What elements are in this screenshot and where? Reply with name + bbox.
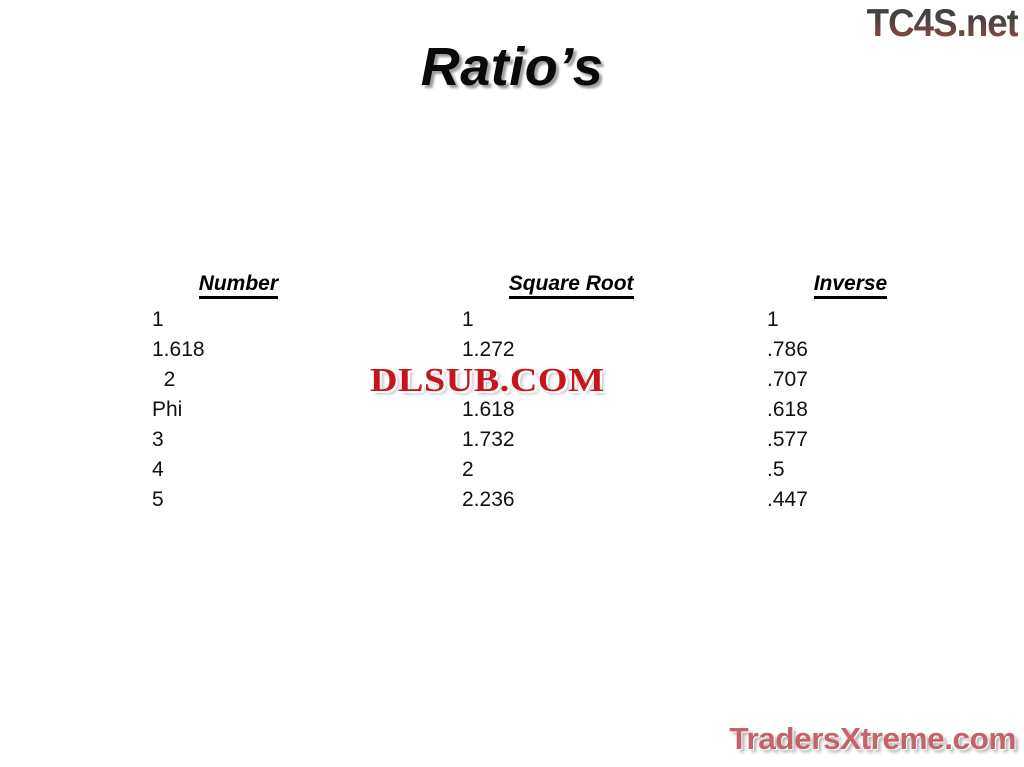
cell-inverse: .5 xyxy=(767,458,785,481)
column-header-number: Number xyxy=(152,248,462,323)
page-title: Ratio’s xyxy=(420,37,604,97)
table-row: 1 1 1 xyxy=(152,308,892,338)
cell-inverse: .786 xyxy=(767,338,808,361)
cell-square-root: 1.732 xyxy=(462,428,515,451)
column-header-square-root-label: Square Root xyxy=(508,272,634,300)
table-row: 2 .707 xyxy=(152,368,892,398)
table-row: 3 1.732 .577 xyxy=(152,428,892,458)
column-header-square-root: Square Root xyxy=(462,248,767,323)
cell-number: 2 xyxy=(152,368,176,391)
ratios-table: Number Square Root Inverse 1 1 1 1.618 1… xyxy=(152,248,892,518)
column-header-inverse: Inverse xyxy=(767,248,892,323)
cell-number: Phi xyxy=(152,398,183,421)
cell-square-root: 2 xyxy=(462,458,474,481)
cell-number: 3 xyxy=(152,428,164,451)
table-row: Phi 1.618 .618 xyxy=(152,398,892,428)
cell-square-root: 1.272 xyxy=(462,338,515,361)
cell-inverse: 1 xyxy=(767,308,779,331)
cell-number: 5 xyxy=(152,488,164,511)
cell-inverse: .707 xyxy=(767,368,808,391)
cell-number: 1.618 xyxy=(152,338,205,361)
column-header-number-label: Number xyxy=(198,272,279,300)
cell-inverse: .447 xyxy=(767,488,808,511)
table-row: 5 2.236 .447 xyxy=(152,488,892,518)
table-row: 1.618 1.272 .786 xyxy=(152,338,892,368)
cell-inverse: .618 xyxy=(767,398,808,421)
watermark-tradersxtreme-logo: TradersXtreme.com xyxy=(728,720,1018,758)
cell-square-root: 2.236 xyxy=(462,488,515,511)
column-header-inverse-label: Inverse xyxy=(813,272,888,300)
cell-square-root: 1.618 xyxy=(462,398,515,421)
cell-number: 1 xyxy=(152,308,164,331)
cell-inverse: .577 xyxy=(767,428,808,451)
cell-square-root: 1 xyxy=(462,308,474,331)
cell-number: 4 xyxy=(152,458,164,481)
table-header-row: Number Square Root Inverse xyxy=(152,248,892,300)
table-row: 4 2 .5 xyxy=(152,458,892,488)
